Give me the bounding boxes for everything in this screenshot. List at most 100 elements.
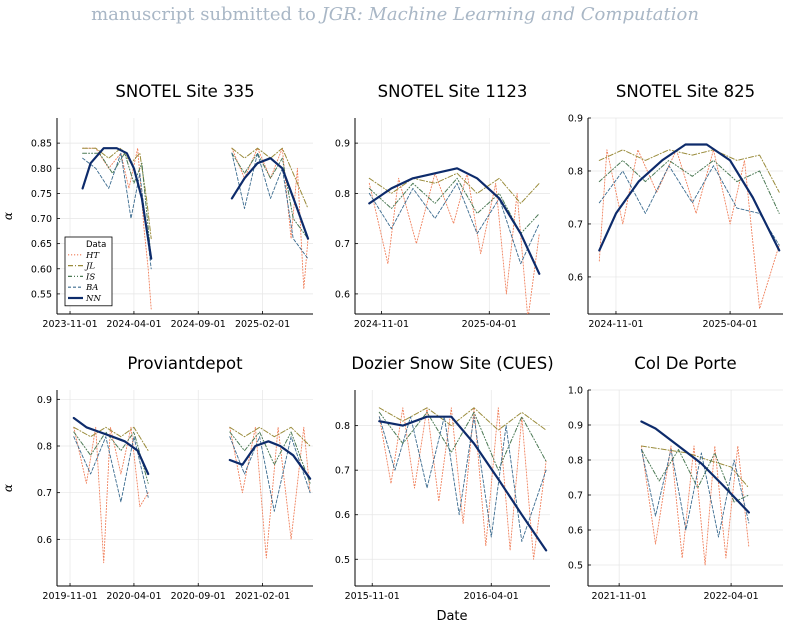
y-axis-label: α [1,484,15,492]
chart-title: Col De Porte [634,354,736,373]
series-line-ht-seg-1 [598,149,780,310]
series-line-ht-seg-1 [73,426,149,564]
y-tick-label: 0.8 [37,442,52,453]
y-tick-label: 0.6 [335,510,350,521]
series-line-is-seg-2 [229,431,311,484]
series-line-ba-seg-1 [368,182,540,265]
chart-panel-col-de-porte: 0.5 0.6 0.7 0.8 0.9 1.0 2021-11-01 2022-04-01 Co… [568,354,783,602]
y-tick-label: 0.65 [31,239,52,250]
y-tick-label: 0.7 [335,239,350,250]
chart-panel-proviantdepot: 0.6 0.7 0.8 0.9 2019-11-01 2020-04-01 2020-09-… [1,354,313,602]
series-line-nn-seg-2 [228,440,312,480]
series-line-is-seg-1 [598,159,780,214]
y-tick-label: 0.9 [568,114,583,125]
x-tick-label: 2025-04-01 [462,319,517,330]
series-line-jl-seg-1 [598,149,780,193]
series-line-nn-seg-1 [81,147,153,260]
series-group [378,407,548,560]
legend-box [64,236,113,307]
series-line-jl-seg-1 [640,445,750,489]
y-tick-label: 0.70 [31,214,52,225]
legend-label-nn: NN [85,294,101,304]
x-tick-label: 2025-02-01 [235,319,290,330]
series-line-jl-seg-2 [231,147,309,209]
series-line-ba-seg-2 [231,152,309,260]
y-tick-label: 0.5 [335,555,350,566]
x-tick-label: 2021-02-01 [235,591,290,602]
y-tick-label: 0.7 [335,466,350,477]
chart-panel-snotel-site-825: 0.6 0.7 0.8 0.9 2024-11-01 2025-04-01 SNOTEL S… [568,82,783,330]
y-tick-label: 0.6 [37,535,52,546]
y-tick-label: 0.75 [31,189,52,200]
chart-title: Proviantdepot [127,354,243,373]
x-tick-label: 2023-11-01 [42,319,97,330]
series-line-nn-seg-2 [230,157,310,240]
series-line-jl-seg-1 [378,407,547,431]
series-line-data-seg-2 [230,418,308,479]
legend-label-is: IS [85,272,95,282]
manuscript-header: manuscript submitted to JGR: Machine Lea… [0,4,790,25]
x-tick-label: 2022-04-01 [703,591,758,602]
y-tick-label: 0.9 [335,139,350,150]
y-tick-label: 1.0 [568,386,583,397]
chart-panel-snotel-site-335: 0.55 0.60 0.65 0.70 0.75 0.80 0.85 2023-11-01 20… [1,82,313,330]
y-tick-label: 0.9 [568,421,583,432]
y-tick-label: 0.55 [31,289,52,300]
y-tick-label: 0.8 [568,166,583,177]
legend-label-ht: HT [85,251,100,261]
series-line-ba-seg-1 [378,416,547,542]
chart-title: SNOTEL Site 335 [115,82,254,101]
series-group [640,420,750,566]
y-tick-label: 0.9 [37,395,52,406]
series-line-nn-seg-1 [378,415,548,552]
series-line-data-seg-2 [232,128,308,244]
x-tick-label: 2020-04-01 [106,591,161,602]
chart-title: SNOTEL Site 1123 [378,82,528,101]
legend-label-jl: JL [84,262,95,272]
series-group [598,143,781,310]
shared-x-axis-label: Date [436,609,467,624]
series-line-ba-seg-1 [640,449,750,538]
chart-panel-dozier-snow-site-cues: 0.5 0.6 0.7 0.8 2015-11-01 2016-04-01 Dozier S… [335,354,554,602]
y-tick-label: 0.60 [31,264,52,275]
y-tick-label: 0.7 [37,488,52,499]
series-line-ht-seg-1 [378,407,547,560]
series-line-is-seg-1 [640,449,750,503]
series-line-nn-seg-1 [368,167,541,275]
chart-panel-snotel-site-1123: 0.6 0.7 0.8 0.9 2024-11-01 2025-04-01 SNOTEL S… [335,82,550,330]
x-tick-label: 2021-11-01 [592,591,647,602]
x-tick-label: 2024-09-01 [171,319,226,330]
y-tick-label: 0.8 [335,189,350,200]
chart-title: SNOTEL Site 825 [616,82,755,101]
series-line-jl-seg-1 [368,172,540,204]
series-line-ba-seg-1 [598,165,780,246]
series-group [368,167,541,314]
series-group [72,416,312,564]
x-tick-label: 2024-11-01 [588,319,643,330]
series-line-nn-seg-1 [598,143,781,252]
series-line-is-seg-1 [368,177,540,235]
x-tick-label: 2025-04-01 [702,319,757,330]
y-tick-label: 0.7 [568,219,583,230]
series-line-ht-seg-1 [640,445,750,566]
header-journal: JGR: Machine Learning and Computation [321,4,699,25]
series-line-ba-seg-1 [82,152,152,270]
y-tick-label: 0.5 [568,561,583,572]
header-prefix: manuscript submitted to [91,4,322,25]
series-line-is-seg-2 [231,152,309,240]
y-tick-label: 0.85 [31,139,52,150]
chart-title: Dozier Snow Site (CUES) [351,354,553,373]
y-tick-label: 0.6 [568,272,583,283]
x-tick-label: 2020-09-01 [171,591,226,602]
legend-label-ba: BA [85,283,98,293]
series-line-is-seg-1 [378,411,547,471]
x-tick-label: 2024-11-01 [354,319,409,330]
x-tick-label: 2024-04-01 [106,319,161,330]
x-tick-label: 2016-04-01 [464,591,519,602]
y-tick-label: 0.80 [31,164,52,175]
y-tick-label: 0.8 [335,421,350,432]
y-tick-label: 0.7 [568,491,583,502]
y-tick-label: 0.6 [568,526,583,537]
